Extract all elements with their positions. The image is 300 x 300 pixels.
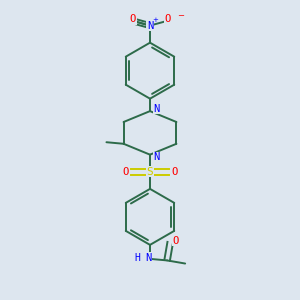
- Text: O: O: [173, 236, 179, 246]
- Text: N: N: [145, 253, 152, 263]
- Text: S: S: [147, 167, 153, 177]
- Text: H: H: [134, 253, 140, 263]
- Text: N: N: [147, 21, 153, 31]
- Text: N: N: [154, 152, 160, 162]
- Text: −: −: [177, 11, 184, 20]
- Text: +: +: [153, 17, 158, 23]
- Text: O: O: [171, 167, 177, 177]
- Text: N: N: [154, 103, 160, 114]
- Text: O: O: [123, 167, 129, 177]
- Text: O: O: [164, 14, 170, 24]
- Text: O: O: [130, 14, 136, 24]
